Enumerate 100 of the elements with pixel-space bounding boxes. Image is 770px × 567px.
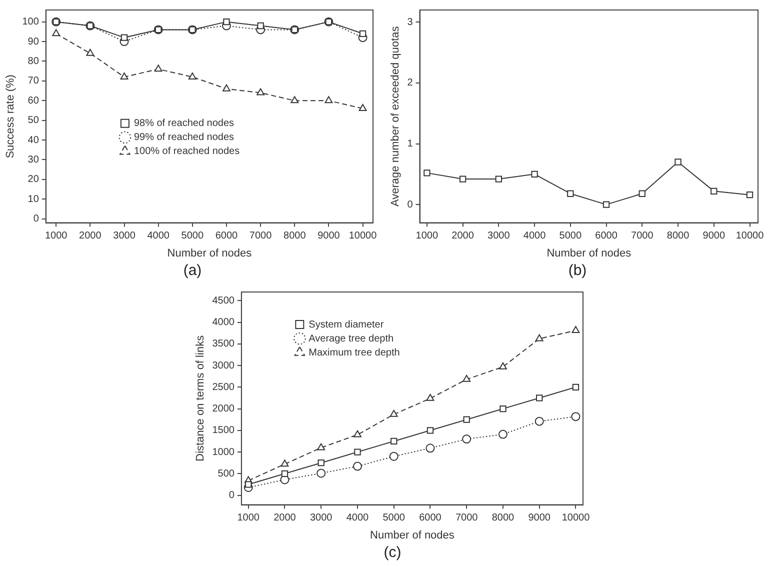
y-tick-label: 1500 xyxy=(212,425,235,436)
point xyxy=(638,190,646,197)
point xyxy=(317,443,326,450)
point xyxy=(324,96,333,104)
y-tick-label: 20 xyxy=(28,174,40,186)
y-tick-label: 30 xyxy=(28,154,40,166)
point xyxy=(390,438,398,445)
x-tick-label: 9000 xyxy=(528,512,551,524)
y-tick-label: 1 xyxy=(407,138,414,150)
point xyxy=(710,188,718,195)
x-tick-label: 1000 xyxy=(44,230,68,242)
x-tick-label: 8000 xyxy=(492,512,515,524)
point xyxy=(571,412,580,422)
legend-label: 98% of reached nodes xyxy=(134,118,234,130)
x-tick-label: 10000 xyxy=(348,230,378,242)
point xyxy=(316,468,326,478)
point xyxy=(154,64,162,72)
y-tick-label: 0 xyxy=(407,199,414,210)
point xyxy=(495,176,502,182)
x-tick-label: 7000 xyxy=(631,230,654,242)
point xyxy=(531,170,538,178)
x-axis-title: Number of nodes xyxy=(370,529,455,542)
y-tick-label: 10 xyxy=(28,194,40,205)
y-tick-label: 0 xyxy=(33,214,40,225)
text: (c) xyxy=(382,544,402,561)
point xyxy=(462,434,472,444)
point xyxy=(120,72,128,80)
point xyxy=(674,158,682,166)
point xyxy=(52,29,60,36)
x-tick-label: 3000 xyxy=(488,230,510,242)
point xyxy=(462,374,471,382)
y-tick-label: 70 xyxy=(28,76,40,87)
point xyxy=(354,430,362,438)
point xyxy=(318,460,324,466)
point xyxy=(256,88,265,96)
point xyxy=(536,394,543,402)
y-tick-label: 40 xyxy=(28,134,40,146)
point xyxy=(352,462,362,471)
point xyxy=(222,84,230,92)
point xyxy=(426,444,435,453)
legend-label: Average tree depth xyxy=(308,333,394,344)
point xyxy=(499,362,507,370)
x-tick-label: 1000 xyxy=(416,230,438,242)
y-tick-label: 4500 xyxy=(212,295,235,306)
y-tick-label: 90 xyxy=(28,36,40,48)
point xyxy=(602,201,610,208)
point xyxy=(280,460,289,467)
point xyxy=(567,190,574,197)
x-tick-label: 1000 xyxy=(237,512,260,524)
x-tick-label: 5000 xyxy=(181,230,204,242)
point xyxy=(358,104,367,112)
y-tick-label: 3500 xyxy=(212,338,235,350)
point xyxy=(359,30,366,37)
legend-label: 100% of reached nodes xyxy=(134,146,240,158)
y-tick-label: 3000 xyxy=(212,360,235,372)
x-tick-label: 4000 xyxy=(523,230,546,242)
text: (a) xyxy=(182,262,203,279)
point xyxy=(424,170,430,176)
point xyxy=(257,22,264,30)
point xyxy=(290,96,299,104)
y-tick-label: 60 xyxy=(28,95,40,106)
x-tick-label: 10000 xyxy=(736,230,764,242)
y-tick-label: 3 xyxy=(407,16,414,28)
y-tick-label: 100 xyxy=(22,16,40,28)
point xyxy=(426,427,434,434)
x-tick-label: 5000 xyxy=(382,512,406,524)
x-axis-title: Number of nodes xyxy=(546,247,632,260)
y-tick-label: 0 xyxy=(228,490,235,502)
legend-label: Maximum tree depth xyxy=(308,347,400,358)
y-axis-title: Average number of exceeded quotas xyxy=(390,26,402,206)
y-tick-label: 4000 xyxy=(212,317,235,328)
point xyxy=(463,416,470,423)
x-tick-label: 8000 xyxy=(666,230,690,242)
x-tick-label: 2000 xyxy=(79,230,102,242)
x-tick-label: 3000 xyxy=(310,512,333,524)
y-tick-label: 500 xyxy=(218,468,235,480)
x-tick-label: 6000 xyxy=(419,512,442,524)
point xyxy=(572,384,580,390)
point xyxy=(572,326,580,333)
point xyxy=(281,470,288,477)
point xyxy=(534,416,544,426)
y-tick-label: 2 xyxy=(407,78,414,89)
x-tick-label: 9000 xyxy=(318,230,340,242)
y-tick-label: 2500 xyxy=(212,382,235,393)
x-tick-label: 2000 xyxy=(452,230,474,242)
point xyxy=(459,176,466,182)
y-tick-label: 1000 xyxy=(212,446,235,458)
point xyxy=(245,481,252,488)
y-tick-label: 2000 xyxy=(212,404,235,415)
x-tick-label: 8000 xyxy=(284,230,306,242)
point xyxy=(426,394,434,401)
x-tick-label: 9000 xyxy=(702,230,726,242)
x-tick-label: 6000 xyxy=(215,230,238,242)
x-axis-title: Number of nodes xyxy=(167,247,252,260)
point xyxy=(535,334,544,342)
point xyxy=(746,192,754,198)
point xyxy=(86,48,94,56)
y-axis-title: Success rate (%) xyxy=(4,74,17,158)
point xyxy=(120,34,128,41)
point xyxy=(188,72,196,80)
